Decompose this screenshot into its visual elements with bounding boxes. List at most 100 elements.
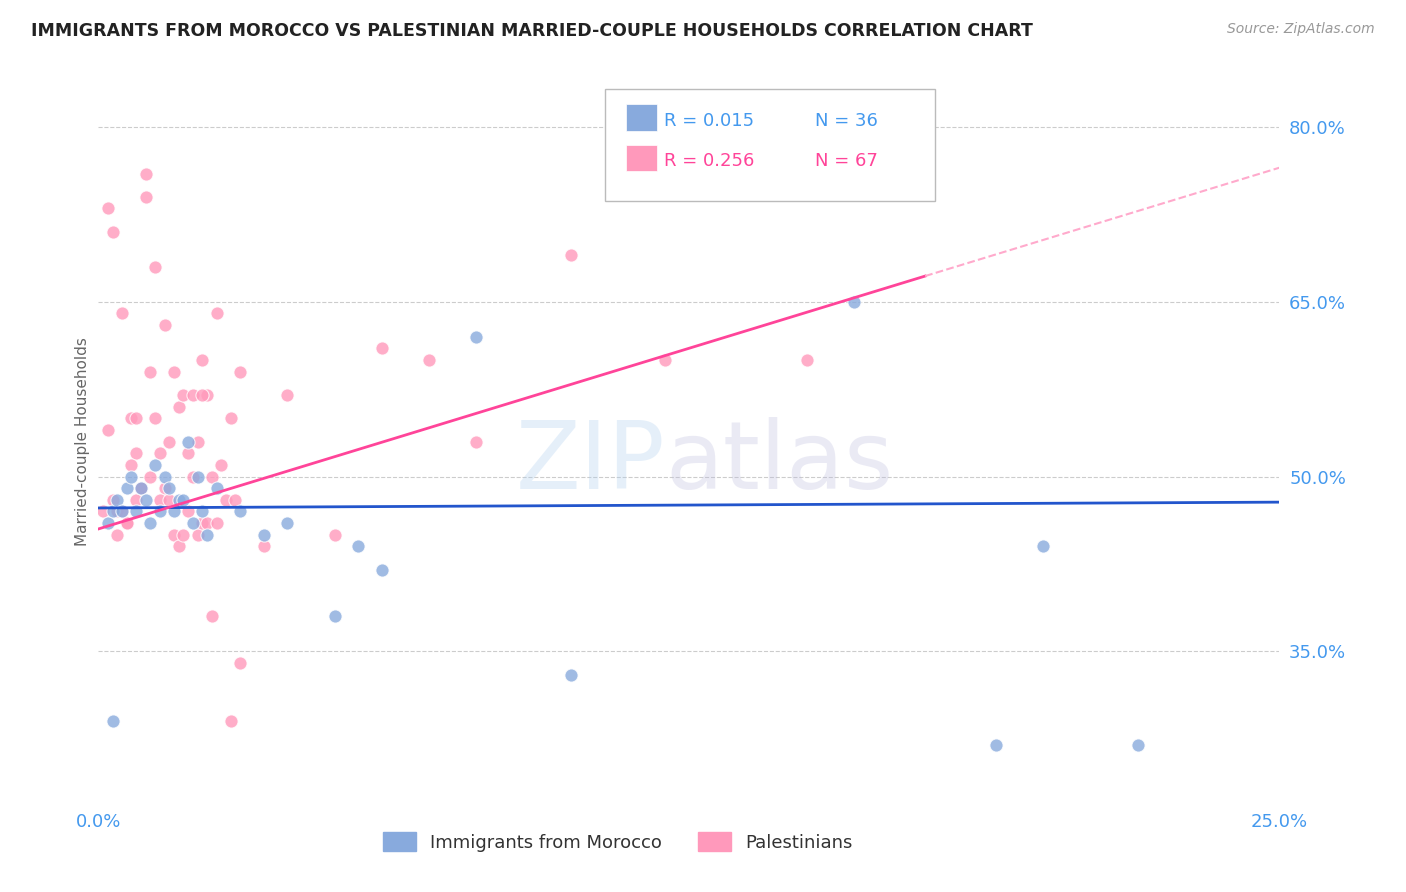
Point (796, 353, 818, 368)
Point (1126, 738, 1149, 752)
Point (276, 388, 298, 402)
Point (163, 528, 186, 542)
Point (111, 306, 134, 320)
Point (172, 388, 194, 402)
Text: R = 0.256: R = 0.256 (664, 152, 754, 169)
Point (129, 481, 152, 495)
Point (129, 481, 152, 495)
Point (181, 516, 204, 530)
Point (101, 714, 124, 729)
Point (163, 365, 186, 379)
Point (371, 563, 394, 577)
Point (153, 481, 176, 495)
Point (1032, 540, 1054, 554)
Point (135, 492, 157, 507)
Point (209, 458, 232, 472)
Point (97, 423, 120, 437)
Point (201, 469, 224, 483)
Point (91, 504, 114, 518)
Point (157, 481, 180, 495)
Point (276, 516, 298, 530)
Point (111, 504, 134, 518)
Point (121, 411, 143, 425)
Point (125, 504, 148, 518)
Point (205, 306, 228, 320)
Point (135, 167, 157, 181)
Point (191, 353, 214, 368)
Point (219, 411, 242, 425)
Point (371, 341, 394, 355)
Point (157, 492, 180, 507)
Point (187, 528, 209, 542)
Legend: Immigrants from Morocco, Palestinians: Immigrants from Morocco, Palestinians (377, 825, 860, 859)
Point (465, 329, 488, 343)
Point (195, 528, 218, 542)
Point (560, 248, 582, 262)
Point (253, 528, 276, 542)
Point (115, 516, 138, 530)
Point (101, 492, 124, 507)
Point (115, 481, 138, 495)
Point (97, 516, 120, 530)
Point (181, 388, 204, 402)
Point (125, 411, 148, 425)
Point (191, 388, 214, 402)
Point (323, 528, 346, 542)
Point (177, 504, 200, 518)
Point (172, 492, 194, 507)
Point (153, 318, 176, 332)
Point (163, 504, 186, 518)
Point (139, 365, 162, 379)
Point (143, 260, 166, 274)
Point (177, 434, 200, 449)
Point (205, 516, 228, 530)
Point (224, 492, 246, 507)
Point (229, 365, 252, 379)
Point (167, 492, 190, 507)
Point (139, 516, 162, 530)
Point (187, 434, 209, 449)
Point (157, 434, 180, 449)
Point (177, 446, 200, 460)
Point (172, 528, 194, 542)
Point (125, 446, 148, 460)
Point (229, 504, 252, 518)
Point (219, 714, 242, 729)
Point (101, 504, 124, 518)
Point (167, 400, 190, 414)
Point (201, 609, 224, 624)
Point (465, 434, 488, 449)
Point (560, 667, 582, 681)
Point (191, 516, 214, 530)
Text: atlas: atlas (665, 417, 894, 509)
Text: N = 36: N = 36 (815, 112, 879, 129)
Text: IMMIGRANTS FROM MOROCCO VS PALESTINIAN MARRIED-COUPLE HOUSEHOLDS CORRELATION CHA: IMMIGRANTS FROM MOROCCO VS PALESTINIAN M… (31, 22, 1033, 40)
Point (139, 469, 162, 483)
Text: ZIP: ZIP (516, 417, 665, 509)
Text: Source: ZipAtlas.com: Source: ZipAtlas.com (1227, 22, 1375, 37)
Point (323, 609, 346, 624)
Point (191, 504, 214, 518)
Point (97, 202, 120, 216)
Point (105, 504, 128, 518)
Point (167, 540, 190, 554)
Point (129, 481, 152, 495)
Point (181, 469, 204, 483)
Point (347, 540, 370, 554)
Point (101, 225, 124, 239)
Point (253, 540, 276, 554)
Point (229, 656, 252, 670)
Point (105, 528, 128, 542)
Point (121, 458, 143, 472)
Point (205, 481, 228, 495)
Point (149, 492, 172, 507)
Point (654, 353, 676, 368)
Point (195, 516, 218, 530)
Point (984, 738, 1007, 752)
Point (143, 411, 166, 425)
Point (115, 516, 138, 530)
Point (121, 469, 143, 483)
Point (844, 294, 866, 309)
Point (149, 446, 172, 460)
Point (105, 492, 128, 507)
